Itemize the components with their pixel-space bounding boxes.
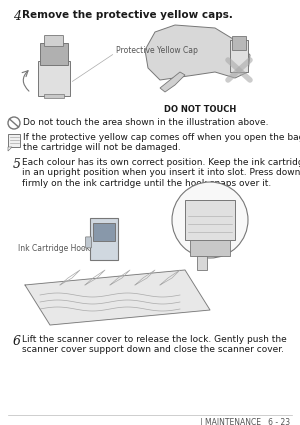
Text: Lift the scanner cover to release the lock. Gently push the
scanner cover suppor: Lift the scanner cover to release the lo… [22, 335, 287, 354]
Text: Ink Cartridge Hook: Ink Cartridge Hook [18, 244, 90, 252]
Text: | MAINTENANCE   6 - 23: | MAINTENANCE 6 - 23 [200, 418, 290, 425]
FancyBboxPatch shape [197, 256, 207, 270]
FancyBboxPatch shape [38, 61, 70, 96]
Text: DO NOT TOUCH: DO NOT TOUCH [164, 105, 236, 114]
FancyBboxPatch shape [232, 36, 246, 50]
Text: If the protective yellow cap comes off when you open the bag,
the cartridge will: If the protective yellow cap comes off w… [23, 133, 300, 153]
FancyBboxPatch shape [40, 43, 68, 65]
Bar [44, 94, 64, 98]
Polygon shape [145, 25, 250, 80]
Text: Remove the protective yellow caps.: Remove the protective yellow caps. [22, 10, 233, 20]
FancyBboxPatch shape [85, 237, 91, 248]
Polygon shape [25, 270, 210, 325]
Text: New Ink Cartridge: New Ink Cartridge [177, 200, 240, 206]
Polygon shape [160, 72, 185, 92]
Text: Each colour has its own correct position. Keep the ink cartridge
in an upright p: Each colour has its own correct position… [22, 158, 300, 188]
FancyBboxPatch shape [90, 218, 118, 260]
Text: 5: 5 [13, 158, 21, 171]
FancyBboxPatch shape [8, 134, 20, 147]
Text: Protective Yellow Cap: Protective Yellow Cap [116, 45, 198, 54]
FancyBboxPatch shape [44, 36, 64, 46]
FancyBboxPatch shape [230, 40, 248, 72]
FancyBboxPatch shape [190, 240, 230, 256]
Text: 4: 4 [13, 10, 21, 23]
FancyBboxPatch shape [185, 200, 235, 240]
Text: Do not touch the area shown in the illustration above.: Do not touch the area shown in the illus… [23, 118, 268, 127]
Polygon shape [8, 147, 12, 151]
Circle shape [172, 182, 248, 258]
FancyBboxPatch shape [93, 224, 115, 241]
Text: 6: 6 [13, 335, 21, 348]
